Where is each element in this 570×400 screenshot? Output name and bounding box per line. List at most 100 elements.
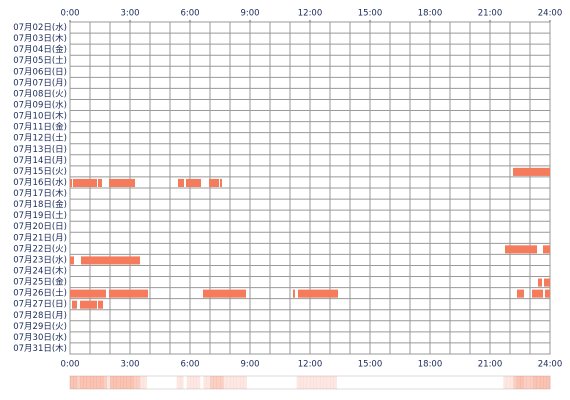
summary-cell xyxy=(226,376,231,389)
summary-cell xyxy=(93,376,97,389)
row-label: 07月17日(木) xyxy=(13,188,67,199)
segment xyxy=(98,178,102,187)
x-tick-label: 21:00 xyxy=(478,9,503,19)
x-tick-label-bottom: 0:00 xyxy=(60,360,79,370)
summary-cell xyxy=(186,376,191,389)
segment xyxy=(544,278,550,287)
summary-cell xyxy=(326,376,331,389)
segment xyxy=(109,289,148,298)
summary-cell xyxy=(123,376,127,389)
segment xyxy=(72,300,77,309)
segment xyxy=(186,178,201,187)
row-label: 07月24日(木) xyxy=(13,266,67,277)
summary-cell xyxy=(126,376,131,389)
row-label: 07月13日(日) xyxy=(13,145,67,155)
x-tick-label: 6:00 xyxy=(180,9,199,19)
summary-frame xyxy=(69,375,551,390)
row-label: 07月21日(月) xyxy=(13,233,67,243)
row-label: 07月30日(水) xyxy=(13,332,67,343)
row-label: 07月03日(木) xyxy=(13,33,67,44)
row-label: 07月19日(土) xyxy=(13,210,67,221)
summary-cell xyxy=(540,376,544,389)
summary-cell xyxy=(506,376,511,389)
summary-cell xyxy=(510,376,514,389)
summary-cell xyxy=(133,376,137,389)
segment xyxy=(98,300,103,309)
summary-cell xyxy=(243,376,247,389)
summary-cell xyxy=(106,376,111,389)
row-label: 07月14日(月) xyxy=(13,156,67,166)
summary-cell xyxy=(190,376,194,389)
summary-cell xyxy=(330,376,334,389)
segment xyxy=(178,178,184,187)
x-tick-label-bottom: 6:00 xyxy=(180,360,199,370)
x-tick-label-bottom: 3:00 xyxy=(120,360,139,370)
row-label: 07月05日(土) xyxy=(13,55,67,66)
summary-cell xyxy=(116,376,121,389)
summary-cell xyxy=(300,376,304,389)
summary-cell xyxy=(240,376,244,389)
summary-cell xyxy=(543,376,547,389)
x-tick-label: 18:00 xyxy=(418,9,443,19)
x-tick-label: 24:00 xyxy=(538,9,563,19)
row-label: 07月31日(木) xyxy=(13,343,67,354)
summary-cell xyxy=(216,376,221,389)
summary-cell xyxy=(206,376,211,389)
segment xyxy=(532,289,543,298)
segment xyxy=(80,300,97,309)
summary-cell xyxy=(236,376,241,389)
summary-cell xyxy=(513,376,517,389)
row-label: 07月04日(金) xyxy=(13,44,67,55)
x-tick-label: 3:00 xyxy=(120,9,139,19)
segment xyxy=(513,167,550,176)
summary-cell xyxy=(523,376,527,389)
summary-cell xyxy=(533,376,537,389)
row-label: 07月16日(水) xyxy=(13,177,67,188)
segment xyxy=(70,256,74,265)
summary-cell xyxy=(503,376,507,389)
summary-cell xyxy=(296,376,301,389)
summary-cell xyxy=(136,376,141,389)
summary-cell xyxy=(180,376,184,389)
row-label: 07月29日(火) xyxy=(13,322,67,332)
summary-cell xyxy=(310,376,314,389)
segment xyxy=(298,289,338,298)
summary-cell xyxy=(103,376,107,389)
row-label: 07月23日(水) xyxy=(13,254,67,265)
summary-cell xyxy=(76,376,81,389)
summary-cell xyxy=(80,376,84,389)
summary-cell xyxy=(536,376,541,389)
summary-cell xyxy=(143,376,147,389)
summary-cell xyxy=(193,376,197,389)
row-label: 07月18日(金) xyxy=(13,199,67,210)
x-tick-label: 12:00 xyxy=(298,9,323,19)
summary-cell xyxy=(86,376,91,389)
row-label: 07月08日(火) xyxy=(13,89,67,99)
x-tick-label-bottom: 18:00 xyxy=(418,360,443,370)
x-tick-label-bottom: 21:00 xyxy=(478,360,503,370)
x-tick-label-bottom: 9:00 xyxy=(240,360,259,370)
summary-cell xyxy=(223,376,227,389)
summary-cell xyxy=(100,376,104,389)
summary-cell xyxy=(526,376,531,389)
summary-cell xyxy=(520,376,524,389)
summary-cell xyxy=(96,376,101,389)
segment xyxy=(220,178,222,187)
x-tick-label-bottom: 12:00 xyxy=(298,360,323,370)
summary-cell xyxy=(323,376,327,389)
summary-cell xyxy=(83,376,87,389)
segment xyxy=(517,289,524,298)
row-label: 07月09日(水) xyxy=(13,100,67,111)
row-label: 07月20日(日) xyxy=(13,222,67,232)
summary-cell xyxy=(203,376,207,389)
segment xyxy=(73,178,97,187)
summary-cell xyxy=(140,376,144,389)
summary-cell xyxy=(233,376,237,389)
summary-cell xyxy=(530,376,534,389)
row-label: 07月26日(土) xyxy=(13,288,67,299)
summary-cell xyxy=(333,376,337,389)
row-label: 07月07日(月) xyxy=(13,78,67,88)
summary-cell xyxy=(113,376,117,389)
row-label: 07月10日(木) xyxy=(13,111,67,122)
row-label: 07月02日(水) xyxy=(13,22,67,33)
